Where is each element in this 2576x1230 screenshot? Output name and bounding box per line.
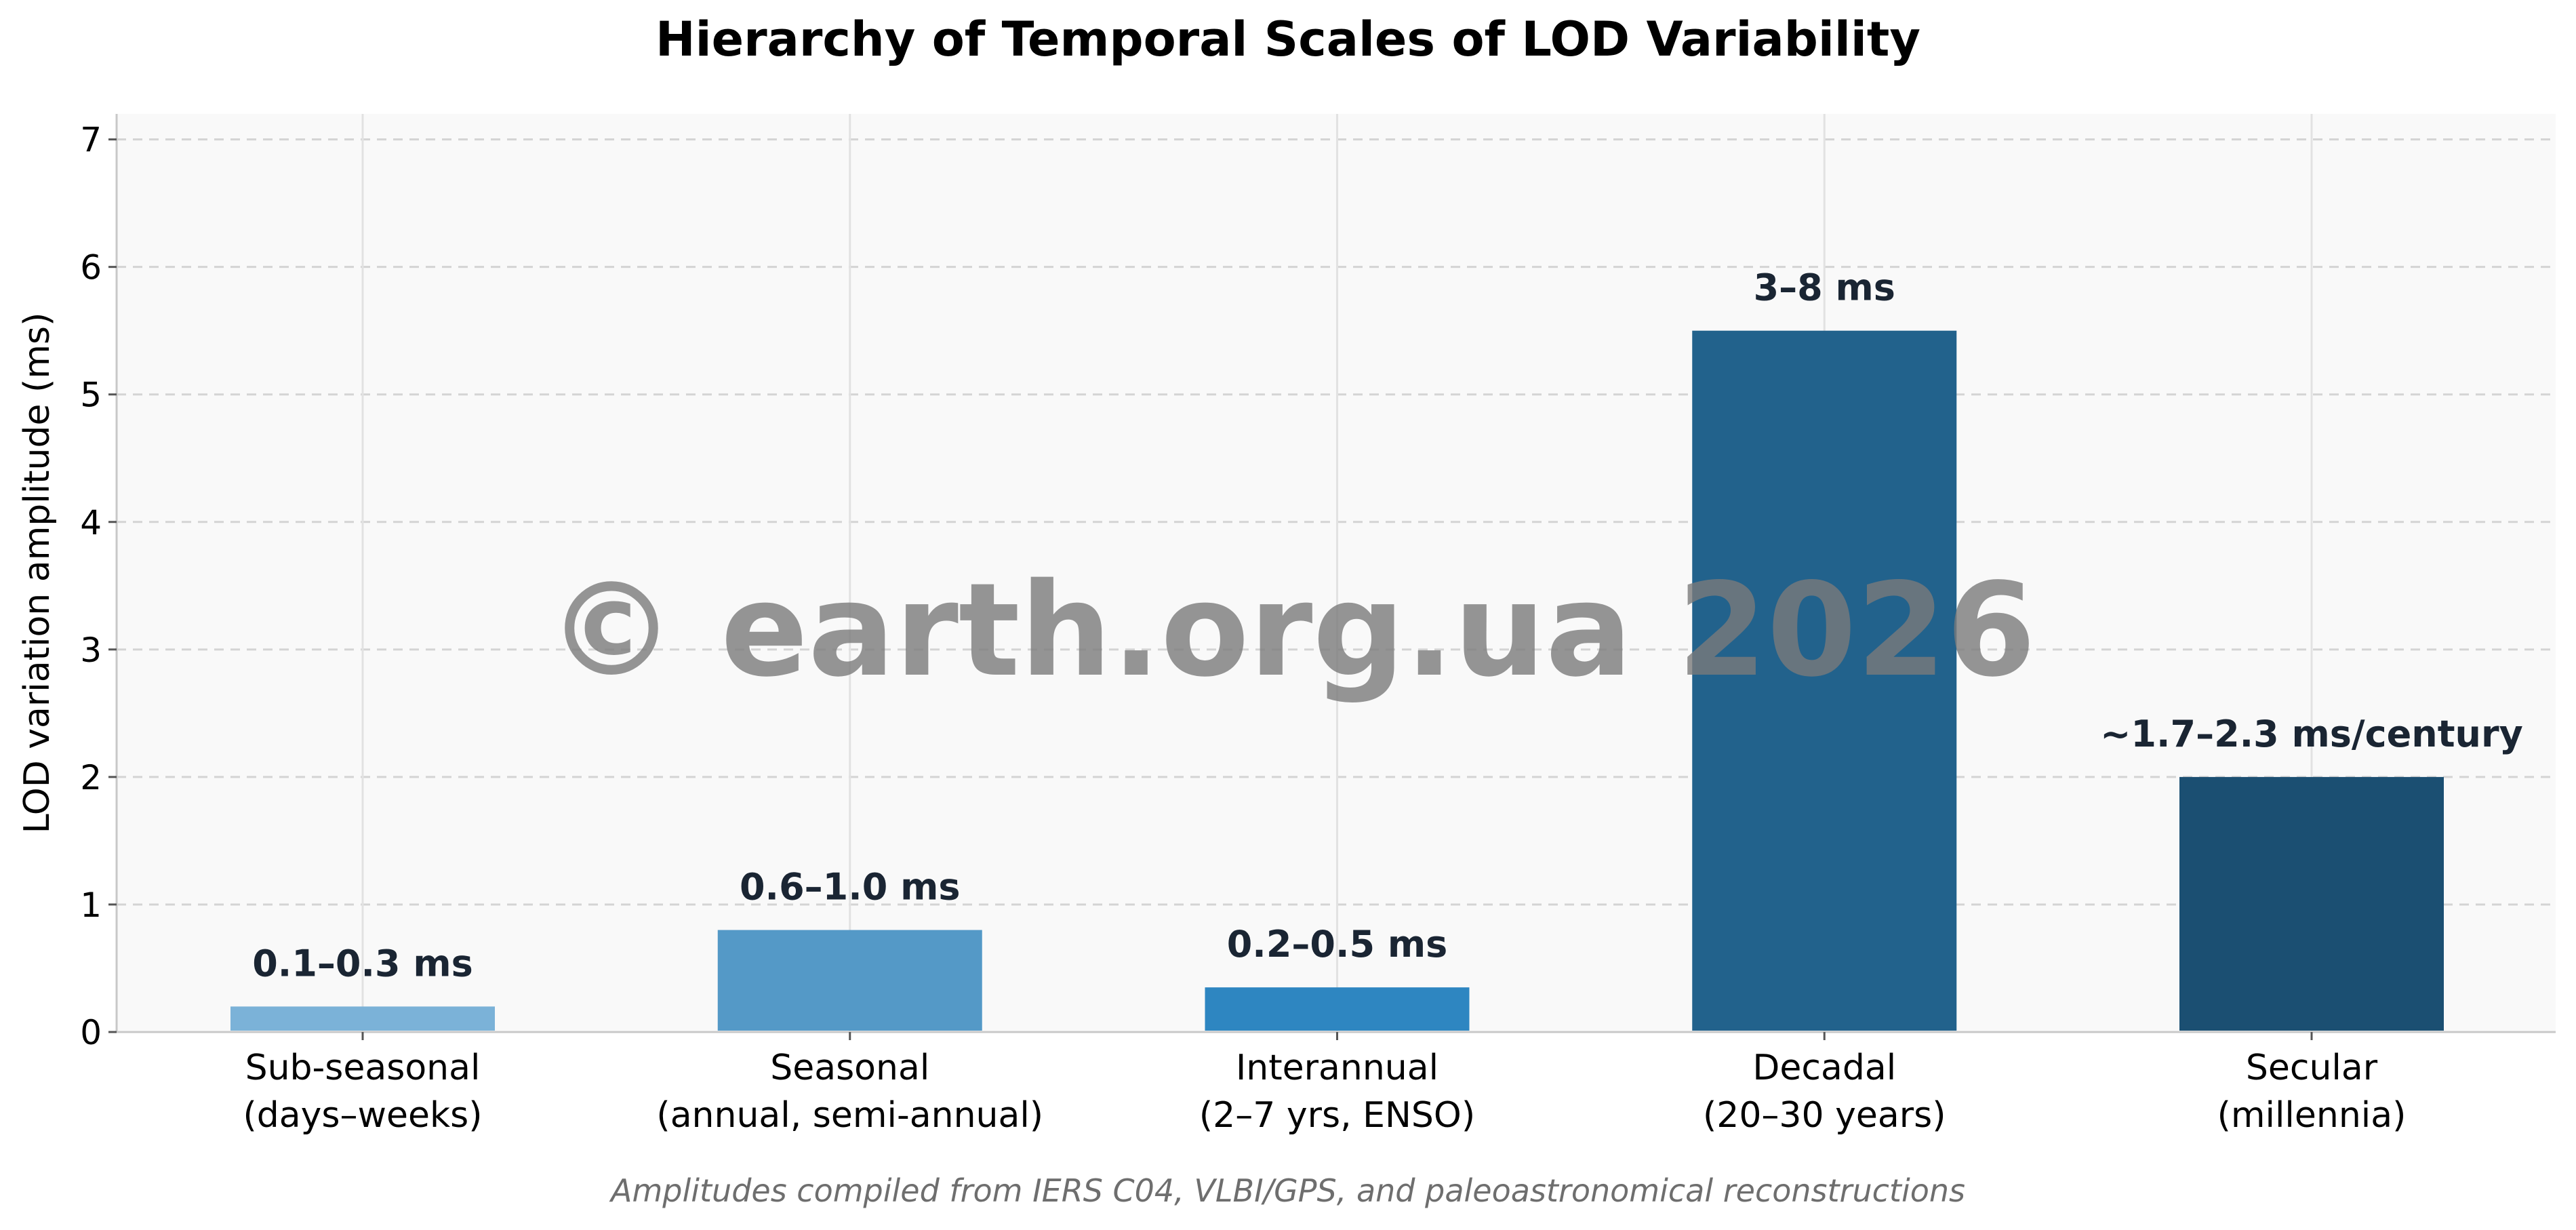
bar-data-label: 0.6–1.0 ms <box>740 866 961 909</box>
x-tick-label: (2–7 yrs, ENSO) <box>1199 1095 1475 1136</box>
y-axis-label: LOD variation amplitude (ms) <box>17 313 58 834</box>
y-tick-label: 0 <box>80 1013 102 1052</box>
bars <box>230 330 2444 1031</box>
x-tick-label: Interannual <box>1236 1048 1438 1088</box>
bar-data-label: 0.1–0.3 ms <box>252 942 473 985</box>
y-tick-label: 3 <box>80 631 102 670</box>
bar <box>230 1006 495 1031</box>
y-tick-labels: 0 1 2 3 4 5 6 7 <box>80 121 117 1052</box>
y-tick-label: 2 <box>80 758 102 797</box>
x-tick-label: Sub-seasonal <box>245 1048 481 1088</box>
bar-data-label: ~1.7–2.3 ms/century <box>2100 713 2523 755</box>
y-tick-label: 7 <box>80 121 102 160</box>
bar <box>1692 330 1957 1031</box>
x-tick-label: (days–weeks) <box>243 1095 482 1136</box>
bar-labels: 0.1–0.3 ms 0.6–1.0 ms 0.2–0.5 ms 3–8 ms ~1.7… <box>252 266 2523 985</box>
x-tick-label: (millennia) <box>2217 1095 2407 1136</box>
bar-data-label: 0.2–0.5 ms <box>1227 923 1448 966</box>
x-tick-label: (20–30 years) <box>1703 1095 1946 1136</box>
caption: Amplitudes compiled from IERS C04, VLBI/… <box>609 1172 1965 1209</box>
x-tick-labels: Sub-seasonal (days–weeks) Seasonal (annual,… <box>243 1032 2406 1136</box>
y-tick-label: 5 <box>80 376 102 415</box>
x-tick-label: Decadal <box>1752 1048 1896 1088</box>
y-tick-label: 4 <box>80 503 102 542</box>
bar <box>2179 776 2444 1031</box>
bar <box>1205 987 1470 1031</box>
chart-title: Hierarchy of Temporal Scales of LOD Vari… <box>656 12 1920 67</box>
bar-data-label: 3–8 ms <box>1754 266 1895 309</box>
watermark: © earth.org.ua 2026 <box>547 555 2036 705</box>
bar <box>717 930 982 1031</box>
x-tick-label: (annual, semi-annual) <box>656 1095 1043 1136</box>
x-tick-label: Secular <box>2246 1048 2378 1088</box>
x-tick-label: Seasonal <box>770 1048 929 1088</box>
y-tick-label: 1 <box>80 886 102 925</box>
y-tick-label: 6 <box>80 248 102 287</box>
